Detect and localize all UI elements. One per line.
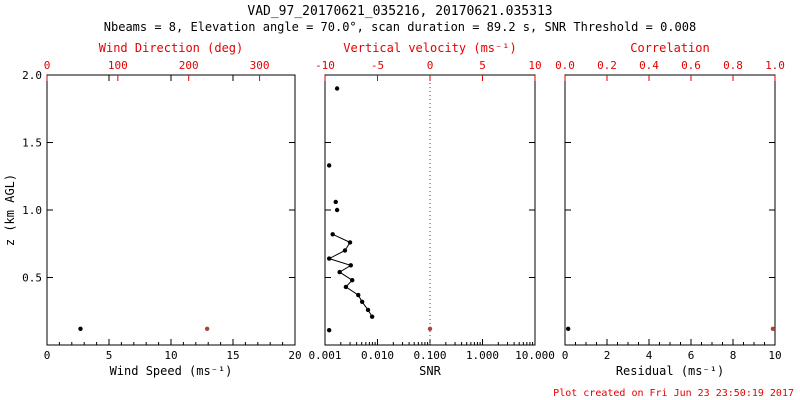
x-tick-label: 20: [288, 349, 301, 362]
y-axis-title: z (km AGL): [3, 174, 17, 246]
top-tick-label: 5: [479, 59, 486, 72]
x-axis-title: SNR: [419, 364, 441, 378]
top-axis-title: Vertical velocity (ms⁻¹): [343, 41, 516, 55]
plot-title: VAD_97_20170621_035216, 20170621.035313: [247, 4, 553, 19]
x-tick-label: 4: [646, 349, 653, 362]
series-wind-direction: [204, 326, 210, 331]
series-snr-profile: [326, 232, 375, 319]
y-tick-label: 2.0: [22, 69, 42, 82]
series-vertical-velocity: [427, 326, 433, 331]
top-tick-label: 0: [44, 59, 51, 72]
top-axis-title: Wind Direction (deg): [99, 41, 244, 55]
top-tick-label: 0.8: [723, 59, 743, 72]
top-tick-label: 1.0: [765, 59, 785, 72]
panel-residual: 0 2 4 6 8 10 0.0 0.2 0.4 0.6 0.8 1.0 Residual (ms⁻¹)…: [555, 41, 785, 378]
x-tick-label: 5: [106, 349, 113, 362]
x-tick-label: 15: [226, 349, 239, 362]
top-tick-label: -5: [371, 59, 384, 72]
x-axis-title: Wind Speed (ms⁻¹): [110, 364, 233, 378]
top-tick-label: 200: [179, 59, 199, 72]
x-tick-label: 0: [44, 349, 51, 362]
x-axis-title: Residual (ms⁻¹): [616, 364, 724, 378]
x-tick-label: 0.100: [413, 349, 446, 362]
top-axis-title: Correlation: [630, 41, 709, 55]
x-tick-label: 10: [164, 349, 177, 362]
top-tick-label: -10: [315, 59, 335, 72]
series-correlation: [770, 326, 776, 331]
y-tick-label: 1.0: [22, 204, 42, 217]
series-wind-speed: [78, 326, 83, 331]
panel-snr: 0.001 0.010 0.100 1.000 10.000 -10 -5 0 5 10 SNR Ve…: [308, 41, 554, 378]
top-tick-label: 100: [108, 59, 128, 72]
x-tick-label: 6: [688, 349, 695, 362]
series-snr-isolated: [326, 86, 340, 333]
top-tick-label: 0.2: [597, 59, 617, 72]
top-tick-label: 10: [528, 59, 541, 72]
x-tick-label: 2: [604, 349, 611, 362]
top-tick-label: 0.6: [681, 59, 701, 72]
x-tick-label: 10: [768, 349, 781, 362]
top-tick-label: 0: [427, 59, 434, 72]
x-tick-label: 10.000: [515, 349, 555, 362]
plot-timestamp: Plot created on Fri Jun 23 23:50:19 2017: [553, 388, 794, 399]
series-residual: [565, 326, 571, 331]
panel-frame: [564, 74, 776, 346]
plot-subtitle: Nbeams = 8, Elevation angle = 70.0°, sca…: [103, 20, 697, 34]
top-tick-label: 0.0: [555, 59, 575, 72]
panel-frame: [46, 74, 296, 346]
x-tick-label: 0.010: [361, 349, 394, 362]
x-tick-label: 8: [730, 349, 737, 362]
x-tick-label: 0.001: [308, 349, 341, 362]
y-tick-label: 0.5: [22, 272, 42, 285]
x-tick-label: 0: [562, 349, 569, 362]
x-tick-label: 1.000: [466, 349, 499, 362]
top-tick-label: 0.4: [639, 59, 659, 72]
top-tick-label: 300: [250, 59, 270, 72]
y-tick-label: 1.5: [22, 137, 42, 150]
